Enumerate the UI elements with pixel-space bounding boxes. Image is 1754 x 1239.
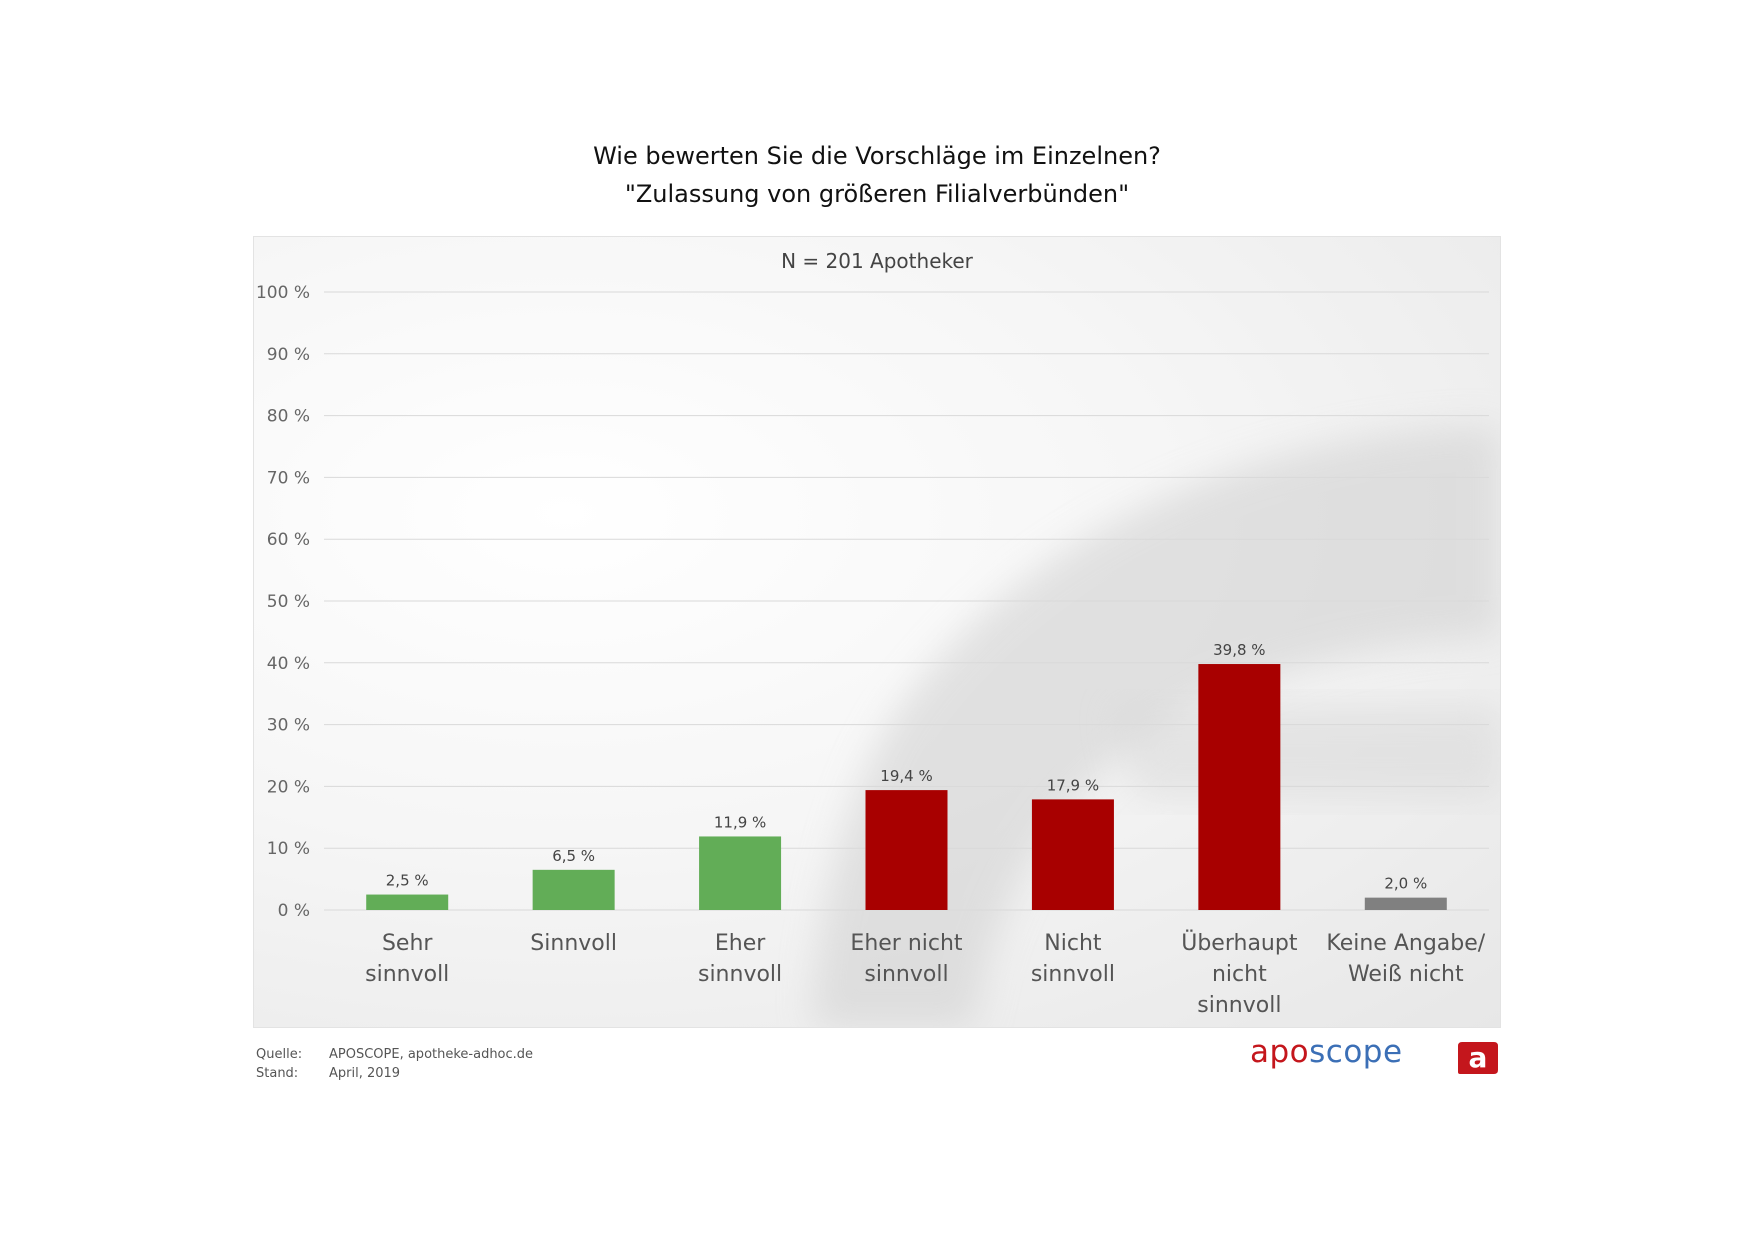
y-tick-label: 0 % xyxy=(278,901,310,921)
bar xyxy=(1198,664,1281,910)
bar xyxy=(532,869,615,910)
data-label: 39,8 % xyxy=(1213,641,1265,659)
x-category-label-line: sinnvoll xyxy=(698,962,782,987)
bar xyxy=(699,836,782,910)
x-category-label-line: Sinnvoll xyxy=(530,931,617,956)
y-tick-label: 100 % xyxy=(256,283,310,303)
x-category-label: Nicht sinnvoll xyxy=(1031,931,1115,987)
x-category-label-line: Überhaupt xyxy=(1181,930,1298,956)
chart-title-line-2: "Zulassung von größeren Filialverbünden" xyxy=(624,180,1130,208)
bar xyxy=(366,894,449,910)
y-tick-label: 30 % xyxy=(267,716,310,736)
aposcope-logo: aposcope xyxy=(1250,1034,1403,1070)
chart-title-line-1: Wie bewerten Sie die Vorschläge im Einze… xyxy=(593,142,1161,170)
data-label: 17,9 % xyxy=(1047,776,1099,794)
icon-letter: a xyxy=(1469,1041,1488,1074)
apotheke-adhoc-icon: a xyxy=(1458,1041,1498,1074)
x-category-label: Eher sinnvoll xyxy=(698,931,782,987)
x-category-label-line: Nicht xyxy=(1044,931,1102,956)
x-category-label-line: Eher xyxy=(715,931,766,956)
chart-panel: N = 201 Apotheker 0 % 10 % 20 % 30 % 40 % 50 %… xyxy=(253,236,1501,1028)
x-category-label-line: sinnvoll xyxy=(1197,993,1281,1018)
x-category-label: Sehr sinnvoll xyxy=(365,931,449,987)
date-label: Stand: xyxy=(256,1066,299,1081)
x-category-label-line: sinnvoll xyxy=(1031,962,1115,987)
data-label: 2,5 % xyxy=(386,872,429,890)
y-tick-label: 60 % xyxy=(267,530,310,550)
date-value: April, 2019 xyxy=(329,1066,401,1081)
y-tick-label: 90 % xyxy=(267,345,310,365)
y-tick-label: 80 % xyxy=(267,407,310,427)
x-category-label: Überhaupt nicht sinnvoll xyxy=(1181,930,1298,1018)
bar xyxy=(1031,799,1114,910)
x-category-label: Sinnvoll xyxy=(530,931,617,956)
y-tick-label: 10 % xyxy=(267,839,310,859)
bar-chart: N = 201 Apotheker 0 % 10 % 20 % 30 % 40 % 50 %… xyxy=(256,249,1489,1018)
y-tick-label: 70 % xyxy=(267,468,310,488)
x-category-label: Eher nicht sinnvoll xyxy=(850,931,963,987)
data-label: 19,4 % xyxy=(880,767,932,785)
x-category-label-line: Sehr xyxy=(382,931,433,956)
x-category-label-line: Weiß nicht xyxy=(1348,962,1464,987)
data-label: 11,9 % xyxy=(714,813,766,831)
data-label: 6,5 % xyxy=(552,847,595,865)
bar xyxy=(1364,897,1447,910)
logo-part-scope: scope xyxy=(1309,1034,1403,1070)
bar xyxy=(865,790,948,910)
y-tick-label: 20 % xyxy=(267,777,310,797)
y-tick-label: 50 % xyxy=(267,592,310,612)
x-category-label: Keine Angabe/Weiß nicht xyxy=(1326,931,1485,987)
x-category-label-line: nicht xyxy=(1212,962,1267,987)
x-category-label-line: Keine Angabe/ xyxy=(1326,931,1485,956)
x-category-label-line: sinnvoll xyxy=(365,962,449,987)
x-category-label-line: sinnvoll xyxy=(864,962,948,987)
source-label: Quelle: xyxy=(256,1047,303,1062)
x-category-label-line: Eher nicht xyxy=(850,931,963,956)
chart-subtitle: N = 201 Apotheker xyxy=(781,249,974,273)
data-label: 2,0 % xyxy=(1384,875,1427,893)
logo-part-apo: apo xyxy=(1250,1034,1310,1070)
source-value: APOSCOPE, apotheke-adhoc.de xyxy=(329,1047,534,1062)
y-tick-label: 40 % xyxy=(267,654,310,674)
